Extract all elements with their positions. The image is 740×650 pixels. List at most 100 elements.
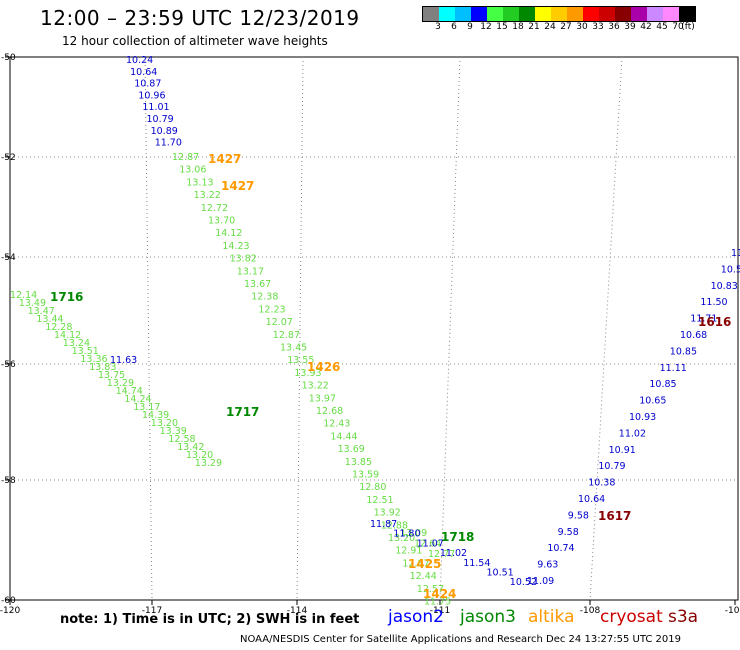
time-stamp-label: 1427 bbox=[221, 179, 254, 193]
lon-label: -105 bbox=[725, 606, 740, 616]
wave-height-value: 10.85 bbox=[670, 346, 697, 357]
lon-label: -111 bbox=[430, 606, 450, 616]
wave-height-value: 12.87 bbox=[273, 330, 300, 341]
legend-swatch bbox=[631, 7, 647, 21]
wave-height-value: 9.58 bbox=[568, 510, 589, 521]
wave-height-value: 13.97 bbox=[309, 393, 336, 404]
wave-height-value: 10.64 bbox=[130, 67, 157, 78]
wave-height-value: 13.75 bbox=[98, 370, 125, 381]
wave-height-value: 13.83 bbox=[89, 362, 116, 373]
lon-gridline bbox=[296, 56, 304, 601]
legend-swatch bbox=[471, 7, 487, 21]
legend-swatch bbox=[455, 7, 471, 21]
wave-height-value: 13.13 bbox=[186, 177, 213, 188]
wave-height-value: 14.44 bbox=[330, 431, 357, 442]
wave-height-value: 13.29 bbox=[195, 458, 222, 469]
wave-height-value: 13.55 bbox=[287, 355, 314, 366]
wave-height-value: 11.01 bbox=[142, 102, 169, 113]
legend-swatch bbox=[535, 7, 551, 21]
legend-label: 21 bbox=[528, 22, 540, 32]
wave-height-value: 13.09 bbox=[400, 528, 427, 539]
lat-label: -60 bbox=[1, 596, 16, 606]
wave-height-value: 11.11 bbox=[660, 363, 687, 374]
wave-height-value: 13.67 bbox=[244, 279, 271, 290]
wave-height-value: 14.23 bbox=[222, 241, 249, 252]
wave-height-value: 11.09 bbox=[527, 576, 554, 587]
wave-height-value: 12.38 bbox=[251, 292, 278, 303]
wave-height-value: 12.87 bbox=[402, 558, 429, 569]
wave-height-value: 12.68 bbox=[316, 406, 343, 417]
wave-height-value: 13.20 bbox=[388, 533, 415, 544]
wave-height-value: 11.02 bbox=[619, 428, 646, 439]
time-stamp-label: 1616 bbox=[698, 315, 731, 329]
wave-height-value: 12.57 bbox=[417, 584, 444, 595]
color-legend bbox=[422, 6, 696, 22]
wave-height-value: 13.22 bbox=[302, 381, 329, 392]
legend-label: 6 bbox=[451, 22, 457, 32]
legend-label: 39 bbox=[624, 22, 636, 32]
wave-height-value: 14.12 bbox=[215, 228, 242, 239]
wave-height-value: 13.49 bbox=[19, 298, 46, 309]
wave-height-value: 11.67 bbox=[731, 248, 740, 259]
wave-height-value: 12.87 bbox=[172, 152, 199, 163]
legend-swatch bbox=[583, 7, 599, 21]
credit-line: NOAA/NESDIS Center for Satellite Applica… bbox=[240, 634, 682, 645]
wave-height-value: 12.28 bbox=[45, 322, 72, 333]
lat-label: -56 bbox=[1, 360, 16, 370]
wave-height-value: 13.82 bbox=[230, 254, 257, 265]
legend-swatch bbox=[679, 7, 695, 21]
legend-label: 12 bbox=[480, 22, 492, 32]
legend-swatch bbox=[599, 7, 615, 21]
lon-label: -120 bbox=[0, 606, 20, 616]
wave-height-value: 11.71 bbox=[690, 314, 717, 325]
wave-height-value: 14.39 bbox=[142, 410, 169, 421]
wave-height-value: 13.85 bbox=[345, 457, 372, 468]
time-stamp-label: 1716 bbox=[50, 290, 83, 304]
time-stamp-label: 1427 bbox=[208, 152, 241, 166]
wave-height-value: 10.38 bbox=[588, 478, 615, 489]
wave-height-value: 10.24 bbox=[126, 55, 153, 66]
time-stamp-label: 1426 bbox=[307, 360, 340, 374]
lon-gridline bbox=[144, 56, 153, 601]
wave-height-value: 12.77 bbox=[428, 549, 455, 560]
legend-swatch bbox=[519, 7, 535, 21]
wave-height-value: 10.89 bbox=[151, 126, 178, 137]
time-stamp-label: 1424 bbox=[423, 587, 456, 601]
legend-label: 3 bbox=[435, 22, 441, 32]
wave-height-value: 13.70 bbox=[208, 216, 235, 227]
wave-height-value: 11.75 bbox=[424, 597, 451, 608]
wave-height-value: 13.39 bbox=[160, 426, 187, 437]
wave-height-value: 10.50 bbox=[721, 264, 740, 275]
wave-height-value: 10.87 bbox=[134, 79, 161, 90]
legend-swatch bbox=[615, 7, 631, 21]
wave-height-value: 13.45 bbox=[280, 343, 307, 354]
wave-height-value: 13.44 bbox=[36, 314, 63, 325]
legend-swatch bbox=[487, 7, 503, 21]
legend-label: 15 bbox=[496, 22, 508, 32]
wave-height-value: 12.64 bbox=[414, 539, 441, 550]
lat-label: -50 bbox=[1, 53, 16, 63]
wave-height-value: 10.83 bbox=[711, 281, 738, 292]
wave-height-value: 9.58 bbox=[558, 527, 579, 538]
legend-label: 27 bbox=[560, 22, 572, 32]
lon-label: -117 bbox=[142, 606, 162, 616]
legend-label: 24 bbox=[544, 22, 556, 32]
lon-gridline bbox=[439, 56, 461, 601]
legend-label: 18 bbox=[512, 22, 524, 32]
wave-height-value: 12.72 bbox=[201, 203, 228, 214]
wave-height-value: 12.44 bbox=[410, 571, 437, 582]
wave-height-value: 13.29 bbox=[107, 378, 134, 389]
wave-height-value: 13.17 bbox=[133, 402, 160, 413]
legend-swatch bbox=[663, 7, 679, 21]
legend-label: 45 bbox=[656, 22, 668, 32]
wave-height-value: 14.74 bbox=[116, 386, 143, 397]
wave-height-value: 12.58 bbox=[168, 434, 195, 445]
satellite-altika: altika bbox=[528, 607, 575, 627]
wave-height-value: 11.54 bbox=[463, 558, 490, 569]
lon-label: -114 bbox=[287, 606, 308, 616]
wave-height-value: 10.91 bbox=[609, 445, 636, 456]
wave-height-value: 13.36 bbox=[80, 354, 107, 365]
legend-swatch bbox=[503, 7, 519, 21]
legend-swatch bbox=[439, 7, 455, 21]
